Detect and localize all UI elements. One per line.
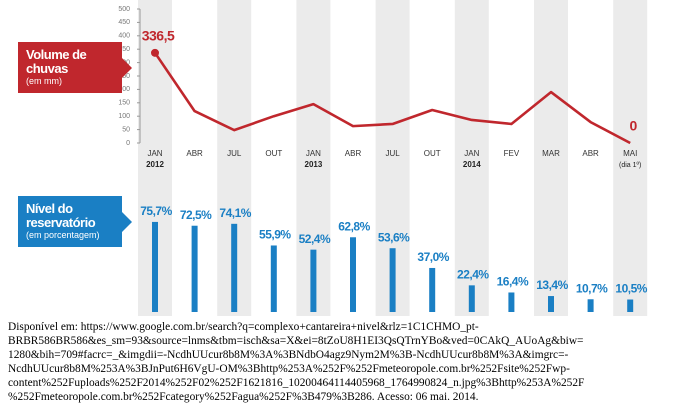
- legend-unit: (em porcentagem): [26, 230, 100, 240]
- x-tick-label: ABR: [345, 149, 362, 158]
- value-label: 37,0%: [417, 250, 449, 264]
- caption-line: 1280&bih=709#facrc=_&imgdii=-NcdhUUcur8b…: [8, 349, 569, 361]
- x-sub-label: 2014: [463, 160, 481, 169]
- bar: [152, 221, 158, 312]
- value-label: 72,5%: [180, 208, 212, 222]
- value-label: 0: [630, 118, 638, 134]
- bar: [508, 292, 515, 312]
- bar: [468, 285, 475, 312]
- bar: [310, 249, 317, 312]
- caption-line: NcdhUUcur8b8M%253A%3BJnPut6H6VgU-OM%3Bht…: [8, 363, 570, 375]
- point: [151, 48, 159, 57]
- x-tick-label: JUL: [227, 149, 242, 158]
- value-label: 336,5: [142, 28, 175, 44]
- x-tick-label: JAN: [464, 149, 479, 158]
- x-tick-label: OUT: [424, 149, 441, 158]
- x-tick-label: ABR: [186, 149, 203, 158]
- x-tick-label: MAI: [623, 149, 637, 158]
- caption-line: content%252Fuploads%252F2014%252F02%252F…: [8, 377, 585, 389]
- x-tick-label: JUL: [385, 149, 400, 158]
- y-tick-label: 150: [118, 100, 130, 107]
- caption-line: BRBR586BR586&es_sm=93&source=lnms&tbm=is…: [8, 335, 584, 347]
- value-label: 52,4%: [299, 232, 331, 246]
- bar: [191, 225, 198, 312]
- bar: [548, 296, 554, 312]
- bar: [270, 245, 277, 312]
- bar: [231, 223, 238, 312]
- bar-legend: Nível do reservatório (em porcentagem): [18, 196, 132, 247]
- chart: 050100150200250300350400450500JAN2012ABR…: [118, 0, 648, 316]
- value-label: 53,6%: [378, 230, 410, 244]
- bar: [389, 248, 396, 312]
- x-tick-label: ABR: [582, 149, 599, 158]
- column-band: [534, 0, 568, 316]
- value-label: 13,4%: [536, 278, 568, 292]
- x-tick-label: OUT: [265, 149, 282, 158]
- value-label: 10,7%: [576, 281, 608, 295]
- bar: [587, 299, 594, 312]
- legend-unit: (em mm): [26, 76, 62, 86]
- x-tick-label: MAR: [542, 149, 560, 158]
- value-label: 75,7%: [140, 204, 172, 218]
- value-label: 22,4%: [457, 268, 489, 282]
- line: [153, 52, 631, 145]
- caption-line: %252Fmeteoropole.com.br%252Fcategory%252…: [8, 391, 479, 403]
- y-tick-label: 100: [118, 113, 130, 120]
- x-sub-label: (dia 1º): [619, 162, 641, 169]
- value-label: 16,4%: [497, 275, 529, 289]
- bar: [627, 299, 634, 312]
- value-label: 74,1%: [219, 206, 251, 220]
- column-band: [613, 0, 648, 316]
- caption-line: Disponível em: https://www.google.com.br…: [8, 321, 479, 333]
- y-tick-label: 350: [118, 46, 130, 53]
- y-tick-label: 200: [118, 86, 130, 93]
- line-legend: Volume de chuvas (em mm): [18, 42, 132, 93]
- x-tick-label: JAN: [306, 149, 321, 158]
- value-label: 62,8%: [338, 219, 370, 233]
- y-tick-label: 450: [118, 19, 130, 26]
- bar: [429, 267, 436, 312]
- y-tick-label: 0: [126, 140, 130, 147]
- column-band: [454, 0, 489, 316]
- legend-label: Nível do reservatório: [26, 201, 96, 230]
- caption: Disponível em: https://www.google.com.br…: [8, 320, 584, 404]
- x-sub-label: 2013: [305, 160, 323, 169]
- y-tick-label: 400: [118, 33, 130, 40]
- y-tick-label: 500: [118, 6, 130, 13]
- value-label: 55,9%: [259, 228, 291, 242]
- bar: [350, 237, 356, 312]
- value-label: 10,5%: [615, 282, 647, 296]
- y-tick-label: 50: [122, 126, 130, 133]
- legend-label: Volume de chuvas: [26, 47, 87, 76]
- x-tick-label: FEV: [504, 149, 520, 158]
- x-sub-label: 2012: [146, 160, 164, 169]
- x-tick-label: JAN: [147, 149, 162, 158]
